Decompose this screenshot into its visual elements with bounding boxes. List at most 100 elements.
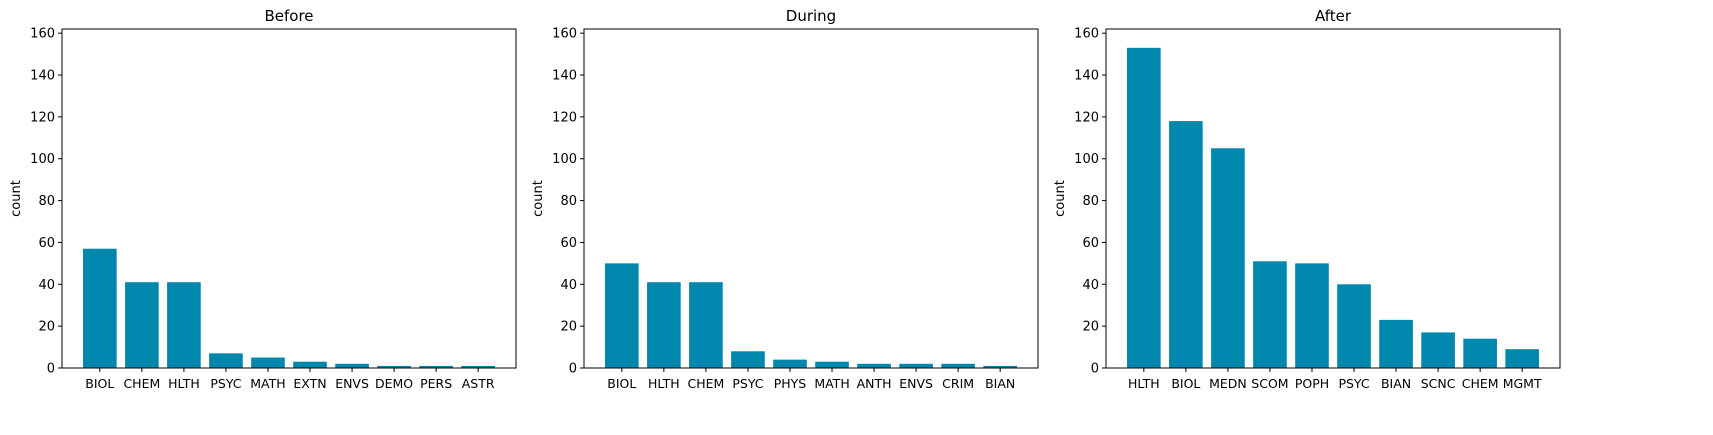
x-tick-label: HLTH: [648, 376, 680, 391]
y-tick-label: 120: [30, 110, 55, 125]
y-tick-label: 120: [1074, 110, 1099, 125]
x-tick-label: SCNC: [1421, 376, 1456, 391]
x-tick-label: BIOL: [85, 376, 114, 391]
bar-math: [251, 357, 285, 368]
y-tick-label: 140: [1074, 69, 1099, 84]
y-tick-label: 60: [1082, 236, 1099, 251]
y-tick-label: 120: [552, 110, 577, 125]
x-tick-label: ASTR: [462, 376, 495, 391]
x-tick-label: EXTN: [293, 376, 326, 391]
y-tick-label: 80: [38, 194, 55, 209]
bar-poph: [1295, 263, 1329, 368]
x-tick-label: HLTH: [168, 376, 200, 391]
bar-hlth: [647, 282, 681, 368]
bar-scom: [1253, 261, 1287, 368]
chart-panel-0: 0 20 40 60 80 100 120 140 160 BIOL CHEM HLTH PSYC MAT…: [9, 7, 517, 391]
x-tick-label: PSYC: [732, 376, 763, 391]
bar-biol: [83, 248, 117, 368]
bar-psyc: [209, 353, 243, 368]
y-tick-label: 40: [560, 278, 577, 293]
x-tick-label: CHEM: [123, 376, 160, 391]
y-tick-label: 60: [38, 236, 55, 251]
x-tick-label: ENVS: [899, 376, 933, 391]
bar-anth: [857, 363, 891, 368]
y-tick-label: 140: [552, 69, 577, 84]
y-tick-label: 80: [1082, 194, 1099, 209]
y-tick-label: 0: [47, 362, 55, 377]
bar-math: [815, 361, 849, 368]
x-tick-label: PSYC: [210, 376, 241, 391]
y-tick-label: 20: [560, 320, 577, 335]
axes-frame: [1105, 28, 1561, 369]
y-tick-label: 160: [1074, 27, 1099, 42]
x-tick-label: MEDN: [1209, 376, 1247, 391]
bar-astr: [461, 365, 495, 368]
y-tick-label: 60: [560, 236, 577, 251]
bar-phys: [773, 359, 807, 368]
x-tick-label: PSYC: [1338, 376, 1369, 391]
x-tick-label: BIOL: [1171, 376, 1200, 391]
x-tick-label: SCOM: [1251, 376, 1288, 391]
bar-pers: [419, 365, 453, 368]
x-tick-label: MATH: [250, 376, 285, 391]
bar-hlth: [1127, 47, 1161, 368]
y-tick-label: 20: [38, 320, 55, 335]
bar-chem: [1463, 338, 1497, 368]
y-tick-label: 0: [1091, 362, 1099, 377]
y-axis-label: count: [9, 180, 24, 217]
bar-chem: [689, 282, 723, 368]
bar-envs: [335, 363, 369, 368]
bar-biol: [1169, 121, 1203, 368]
bar-hlth: [167, 282, 201, 368]
x-tick-label: HLTH: [1128, 376, 1160, 391]
axes-frame: [61, 28, 517, 369]
axes-frame: [583, 28, 1039, 369]
y-tick-label: 100: [552, 152, 577, 167]
x-tick-label: CRIM: [942, 376, 974, 391]
bar-chem: [125, 282, 159, 368]
x-tick-label: CHEM: [1462, 376, 1499, 391]
x-tick-label: BIAN: [1381, 376, 1411, 391]
y-axis-label: count: [1053, 180, 1068, 217]
bar-demo: [377, 365, 411, 368]
bar-extn: [293, 361, 327, 368]
bar-envs: [899, 363, 933, 368]
x-tick-label: PERS: [420, 376, 452, 391]
bar-psyc: [731, 351, 765, 368]
y-tick-label: 100: [1074, 152, 1099, 167]
chart-title: During: [786, 7, 836, 25]
y-tick-label: 140: [30, 69, 55, 84]
chart-title: After: [1315, 7, 1352, 25]
bar-medn: [1211, 148, 1245, 368]
y-tick-label: 80: [560, 194, 577, 209]
bar-bian: [1379, 319, 1413, 368]
bar-psyc: [1337, 284, 1371, 368]
x-tick-label: ENVS: [335, 376, 369, 391]
y-axis-label: count: [531, 180, 546, 217]
bar-scnc: [1421, 332, 1455, 368]
x-tick-label: MATH: [814, 376, 849, 391]
x-tick-label: POPH: [1295, 376, 1329, 391]
chart-title: Before: [264, 7, 313, 25]
x-tick-label: PHYS: [774, 376, 807, 391]
x-tick-label: BIOL: [607, 376, 636, 391]
y-tick-label: 40: [1082, 278, 1099, 293]
x-tick-label: CHEM: [688, 376, 725, 391]
bar-biol: [605, 263, 639, 368]
x-tick-label: BIAN: [985, 376, 1015, 391]
x-tick-label: ANTH: [857, 376, 892, 391]
x-tick-label: DEMO: [375, 376, 413, 391]
bar-crim: [941, 363, 975, 368]
y-tick-label: 40: [38, 278, 55, 293]
bar-bian: [983, 365, 1017, 368]
y-tick-label: 160: [30, 27, 55, 42]
y-tick-label: 100: [30, 152, 55, 167]
chart-panel-2: 0 20 40 60 80 100 120 140 160 HLTH BIOL MEDN SCOM POP…: [1053, 7, 1561, 391]
bar-mgmt: [1505, 349, 1539, 368]
chart-panel-1: 0 20 40 60 80 100 120 140 160 BIOL HLTH CHEM PSYC PHY…: [531, 7, 1039, 391]
x-tick-label: MGMT: [1503, 376, 1542, 391]
y-tick-label: 0: [569, 362, 577, 377]
y-tick-label: 160: [552, 27, 577, 42]
y-tick-label: 20: [1082, 320, 1099, 335]
